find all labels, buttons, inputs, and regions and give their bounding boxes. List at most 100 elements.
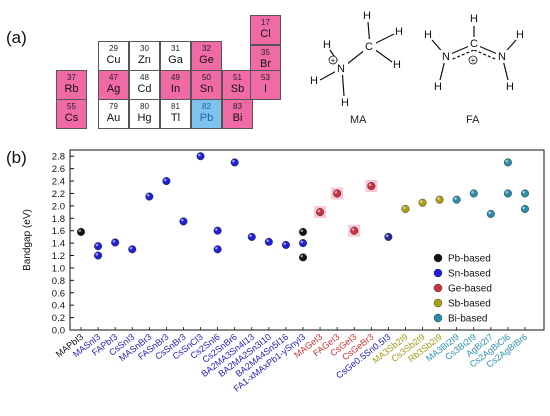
y-tick-label: 0.0 (52, 326, 65, 337)
element-cell-rb: 37 Rb (56, 70, 87, 100)
data-point-highlight (488, 211, 491, 215)
y-axis-label: Bandgap (eV) (22, 209, 33, 271)
data-point-highlight (334, 190, 338, 194)
y-tick-label: 2.0 (52, 201, 65, 212)
data-point-highlight (300, 240, 304, 244)
element-symbol: Tl (170, 112, 181, 124)
data-point (76, 227, 85, 236)
ma-charge-icon (328, 55, 338, 65)
data-point (435, 195, 444, 204)
element-cell-tl: 81 Tl (160, 99, 191, 129)
data-point-highlight (112, 239, 116, 243)
data-point (299, 227, 308, 236)
data-point-highlight (505, 159, 509, 163)
fa-atom-h: H (470, 13, 478, 25)
data-point (299, 239, 308, 248)
element-symbol: Au (106, 112, 121, 124)
element-symbol: Zn (138, 54, 151, 66)
element-symbol: Ge (199, 54, 214, 66)
data-point (521, 189, 530, 198)
data-point-highlight (95, 253, 99, 256)
legend-label: Sn-based (448, 269, 491, 280)
element-symbol: Ga (168, 54, 183, 66)
data-point (299, 253, 308, 262)
y-tick-label: 1.4 (52, 239, 65, 250)
bandgap-chart: 0.0 0.20.4 0.60.8 1.01.21.4 1.61.8 2.02.22.4 2… (22, 149, 545, 394)
data-point-highlight (283, 242, 287, 246)
data-point (503, 189, 512, 198)
element-number: 30 (140, 44, 149, 53)
data-point-highlight (198, 153, 201, 157)
ma-atom-h: H (341, 97, 349, 109)
data-point (94, 251, 103, 260)
element-symbol: Cd (137, 83, 152, 95)
data-point (452, 195, 461, 204)
element-number: 49 (171, 73, 180, 82)
element-number: 79 (109, 102, 118, 111)
data-point-highlight (215, 246, 218, 250)
element-cell-pb: 82 Pb (191, 99, 222, 129)
data-point-highlight (351, 228, 355, 231)
data-point-highlight (522, 206, 526, 210)
element-number: 55 (67, 102, 76, 111)
element-number: 81 (171, 102, 180, 111)
data-point-highlight (437, 197, 440, 200)
data-point-highlight (402, 206, 406, 210)
ma-atom-c: C (365, 41, 373, 53)
y-tick-label: 2.8 (52, 152, 65, 163)
fa-caption: FA (466, 114, 480, 126)
element-number: 51 (233, 73, 242, 82)
legend-marker (433, 253, 443, 263)
legend-label: Sb-based (448, 299, 491, 310)
element-cell-cd: 48 Cd (129, 70, 160, 100)
legend-marker (433, 298, 443, 308)
element-cell-cs: 55 Cs (56, 99, 87, 129)
y-tick-label: 0.8 (52, 276, 65, 287)
data-point (350, 226, 359, 235)
data-point-highlight (317, 209, 321, 213)
element-number: 17 (261, 18, 270, 27)
y-tick-label: 2.4 (52, 177, 65, 188)
element-symbol: Sb (230, 83, 245, 95)
y-tick-label: 1.2 (52, 251, 65, 262)
y-tick-label: 0.2 (52, 313, 65, 324)
ma-atom-h: H (363, 10, 371, 22)
element-cell-ga: 31 Ga (160, 41, 191, 71)
data-point-highlight (95, 243, 99, 247)
element-cell-i: 53 I (250, 70, 281, 100)
data-point (196, 152, 205, 161)
fa-atom-h: H (424, 29, 432, 41)
element-number: 82 (202, 102, 211, 111)
data-point (503, 158, 512, 167)
data-point-highlight (385, 234, 389, 237)
data-point (179, 217, 188, 226)
data-point-highlight (300, 254, 304, 258)
data-point (333, 189, 342, 198)
element-symbol: Pb (199, 112, 214, 124)
element-symbol: Hg (137, 112, 152, 124)
data-point (264, 237, 273, 246)
element-symbol: Br (260, 58, 271, 70)
data-point (384, 232, 393, 241)
element-cell-bi: 83 Bi (222, 99, 253, 129)
data-point (316, 208, 325, 217)
data-point (162, 177, 171, 186)
data-point-highlight (300, 229, 304, 233)
ma-atom-h: H (323, 39, 331, 51)
data-point-highlight (129, 246, 133, 250)
data-point (128, 245, 137, 254)
element-number: 37 (67, 73, 76, 82)
data-point-highlight (420, 200, 423, 203)
data-point-highlight (78, 229, 82, 233)
data-point (418, 198, 427, 207)
legend-label: Ge-based (448, 284, 492, 295)
legend-label: Pb-based (448, 254, 491, 265)
ma-atom-h: H (310, 75, 318, 87)
element-number: 32 (202, 44, 211, 53)
data-point-highlight (180, 218, 184, 222)
ma-caption: MA (350, 114, 367, 126)
element-symbol: Cs (64, 112, 79, 124)
data-point (213, 245, 222, 254)
y-tick-label: 2.6 (52, 164, 65, 175)
data-point-highlight (163, 178, 167, 182)
